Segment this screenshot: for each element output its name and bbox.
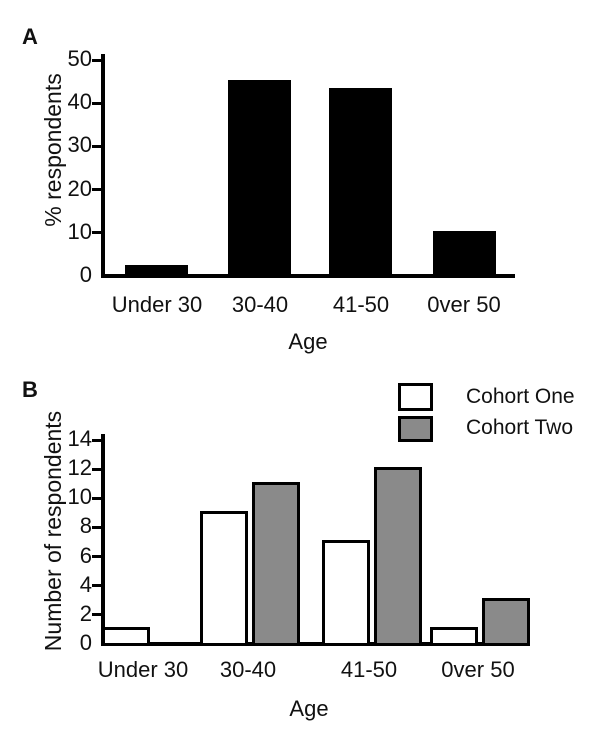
x-tick-label-30-40: 30-40 <box>219 657 277 682</box>
y-tick-label: 8 <box>79 513 92 539</box>
bar-under-30-cohort-one <box>102 627 150 646</box>
y-tick <box>92 555 101 559</box>
y-tick-label: 10 <box>67 484 92 510</box>
y-tick <box>92 101 101 105</box>
bar-0ver-50-cohort-one <box>430 627 478 646</box>
bar-under-30 <box>125 265 188 278</box>
y-tick-label: 0 <box>79 262 92 287</box>
panel-a-letter: A <box>22 24 38 49</box>
y-tick-label: 0 <box>79 630 92 655</box>
y-tick-label: 6 <box>79 542 92 568</box>
y-tick-label: 10 <box>67 218 92 244</box>
y-tick-label: 50 <box>67 46 92 71</box>
bar-41-50-cohort-two <box>374 467 422 646</box>
x-tick-label-0ver-50: 0ver 50 <box>441 657 515 682</box>
y-tick-label: 20 <box>67 175 92 201</box>
y-tick <box>92 613 101 617</box>
y-tick <box>92 144 101 148</box>
y-tick <box>92 496 101 500</box>
y-tick-label: 2 <box>79 600 92 626</box>
y-tick <box>92 231 101 235</box>
panel-a-x-axis-title: Age <box>288 329 328 354</box>
y-tick <box>92 467 101 471</box>
y-tick <box>92 584 101 588</box>
y-axis <box>101 54 105 278</box>
x-tick-label-0ver-50: 0ver 50 <box>427 292 501 317</box>
y-tick-label: 14 <box>67 426 92 452</box>
x-tick-label-under-30: Under 30 <box>97 657 189 682</box>
y-tick <box>92 58 101 62</box>
x-tick-label-41-50: 41-50 <box>340 657 398 682</box>
bar-30-40-cohort-two <box>252 481 300 646</box>
y-tick-label: 30 <box>67 132 92 158</box>
x-tick-label-under-30: Under 30 <box>111 292 203 317</box>
bar-0ver-50 <box>433 230 496 278</box>
y-tick <box>92 525 101 529</box>
legend-swatch-cohort-one <box>398 383 433 411</box>
legend-label-cohort-one: Cohort One <box>466 385 575 408</box>
bar-41-50 <box>329 88 392 278</box>
legend-swatch-cohort-two <box>398 416 433 442</box>
y-tick-label: 12 <box>67 455 92 481</box>
y-tick-label: 4 <box>79 571 92 597</box>
x-axis <box>101 274 515 278</box>
x-tick-label-30-40: 30-40 <box>231 292 289 317</box>
bar-0ver-50-cohort-two <box>482 598 530 646</box>
x-tick-label-41-50: 41-50 <box>332 292 390 317</box>
legend-label-cohort-two: Cohort Two <box>466 416 573 439</box>
bar-30-40 <box>228 79 291 278</box>
bar-41-50-cohort-one <box>322 540 370 646</box>
y-tick <box>92 188 101 192</box>
x-axis <box>101 642 530 646</box>
y-tick <box>92 438 101 442</box>
panel-b-letter: B <box>22 377 38 402</box>
panel-b-x-axis-title: Age <box>289 696 329 721</box>
y-tick-label: 40 <box>67 89 92 115</box>
y-axis <box>101 434 105 646</box>
bar-30-40-cohort-one <box>200 510 248 646</box>
